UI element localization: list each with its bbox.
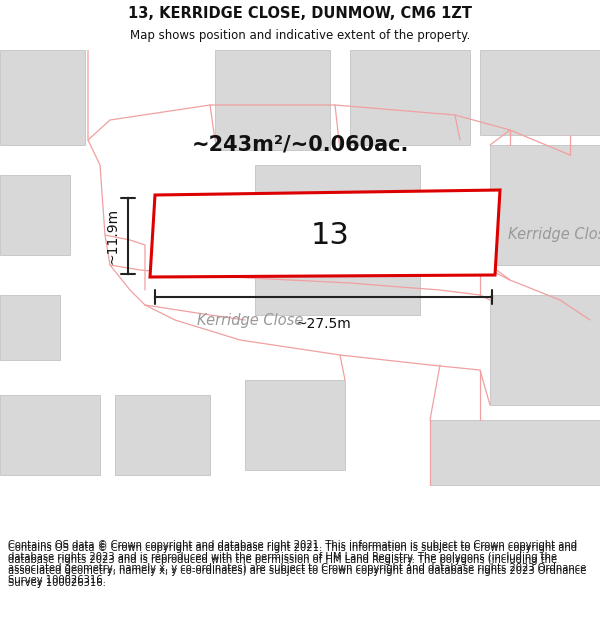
- Text: Kerridge Close: Kerridge Close: [508, 228, 600, 242]
- Polygon shape: [0, 395, 100, 475]
- Text: ~27.5m: ~27.5m: [296, 317, 352, 331]
- Polygon shape: [430, 420, 600, 485]
- Text: Kerridge Close: Kerridge Close: [197, 312, 303, 328]
- Polygon shape: [240, 200, 425, 265]
- Polygon shape: [350, 50, 470, 145]
- Text: Contains OS data © Crown copyright and database right 2021. This information is : Contains OS data © Crown copyright and d…: [8, 543, 586, 588]
- Polygon shape: [490, 295, 600, 405]
- Text: 13, KERRIDGE CLOSE, DUNMOW, CM6 1ZT: 13, KERRIDGE CLOSE, DUNMOW, CM6 1ZT: [128, 6, 472, 21]
- Polygon shape: [490, 145, 600, 265]
- Text: Contains OS data © Crown copyright and database right 2021. This information is : Contains OS data © Crown copyright and d…: [8, 540, 586, 585]
- Text: Map shows position and indicative extent of the property.: Map shows position and indicative extent…: [130, 29, 470, 42]
- Polygon shape: [0, 50, 85, 145]
- Polygon shape: [0, 175, 70, 255]
- Polygon shape: [115, 395, 210, 475]
- Polygon shape: [255, 165, 420, 315]
- Text: 13: 13: [311, 221, 349, 249]
- Polygon shape: [215, 50, 330, 150]
- Text: ~243m²/~0.060ac.: ~243m²/~0.060ac.: [191, 135, 409, 155]
- Polygon shape: [245, 380, 345, 470]
- Text: ~11.9m: ~11.9m: [106, 208, 120, 264]
- Polygon shape: [480, 50, 600, 135]
- Polygon shape: [0, 295, 60, 360]
- Polygon shape: [150, 190, 500, 277]
